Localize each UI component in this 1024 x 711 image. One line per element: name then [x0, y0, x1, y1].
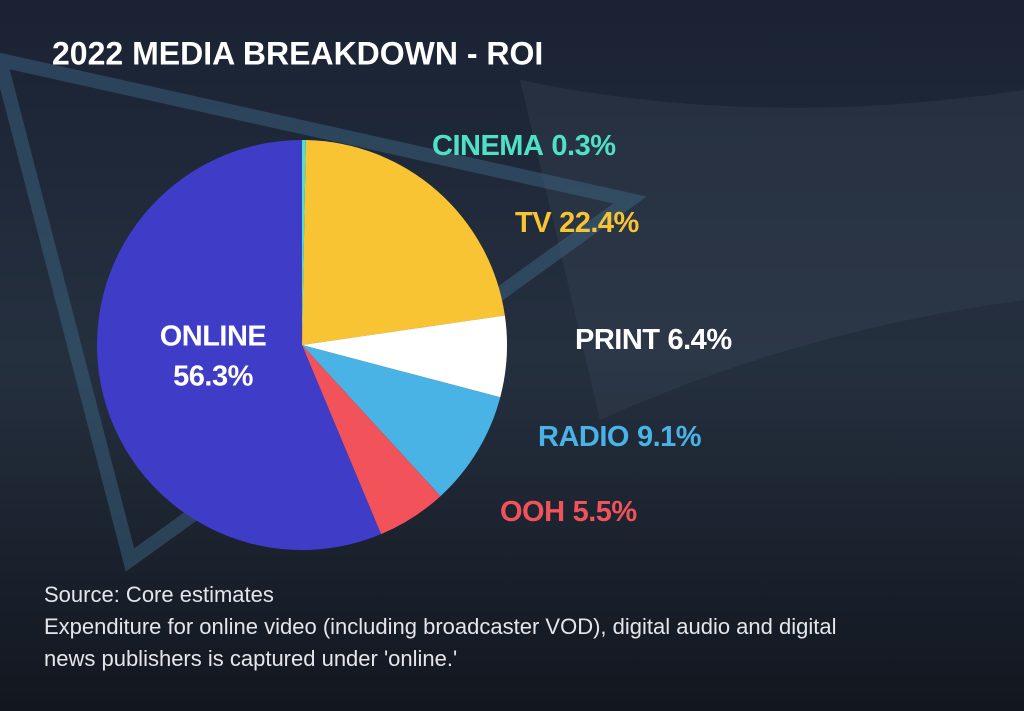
slice-label: OOH 5.5% — [500, 496, 637, 528]
pie-slice — [302, 315, 507, 398]
chart-title: 2022 MEDIA BREAKDOWN - ROI — [52, 35, 543, 71]
pie-slice — [302, 345, 501, 497]
slice-value-label: 0.3% — [551, 130, 616, 162]
slice-value-label: 22.4% — [559, 207, 639, 239]
slice-category: OOH — [500, 496, 565, 528]
slice-category: TV — [515, 207, 552, 239]
slice-label: RADIO 9.1% — [538, 421, 702, 453]
slice-value-label: 5.5% — [573, 496, 638, 528]
slice-label: CINEMA 0.3% — [432, 130, 616, 162]
pie-slice — [96, 140, 382, 550]
footnote: Source: Core estimates — [44, 582, 274, 607]
slice-category: RADIO — [538, 421, 629, 453]
slice-value-label: 9.1% — [637, 421, 702, 453]
slice-label: PRINT 6.4% — [575, 324, 732, 356]
slice-value-label: 56.3% — [173, 361, 253, 393]
slice-value-label: 6.4% — [668, 324, 733, 356]
slice-label: ONLINE — [160, 321, 267, 353]
slice-category: PRINT — [575, 324, 660, 356]
footnote: news publishers is captured under 'onlin… — [44, 646, 457, 671]
footnote: Expenditure for online video (including … — [44, 614, 836, 639]
pie-slice — [302, 345, 441, 535]
pie-slice — [302, 140, 505, 345]
slice-label: TV 22.4% — [515, 207, 640, 239]
pie-slice — [302, 140, 306, 345]
slice-category: CINEMA — [432, 130, 544, 162]
background-glow — [520, 80, 1024, 420]
